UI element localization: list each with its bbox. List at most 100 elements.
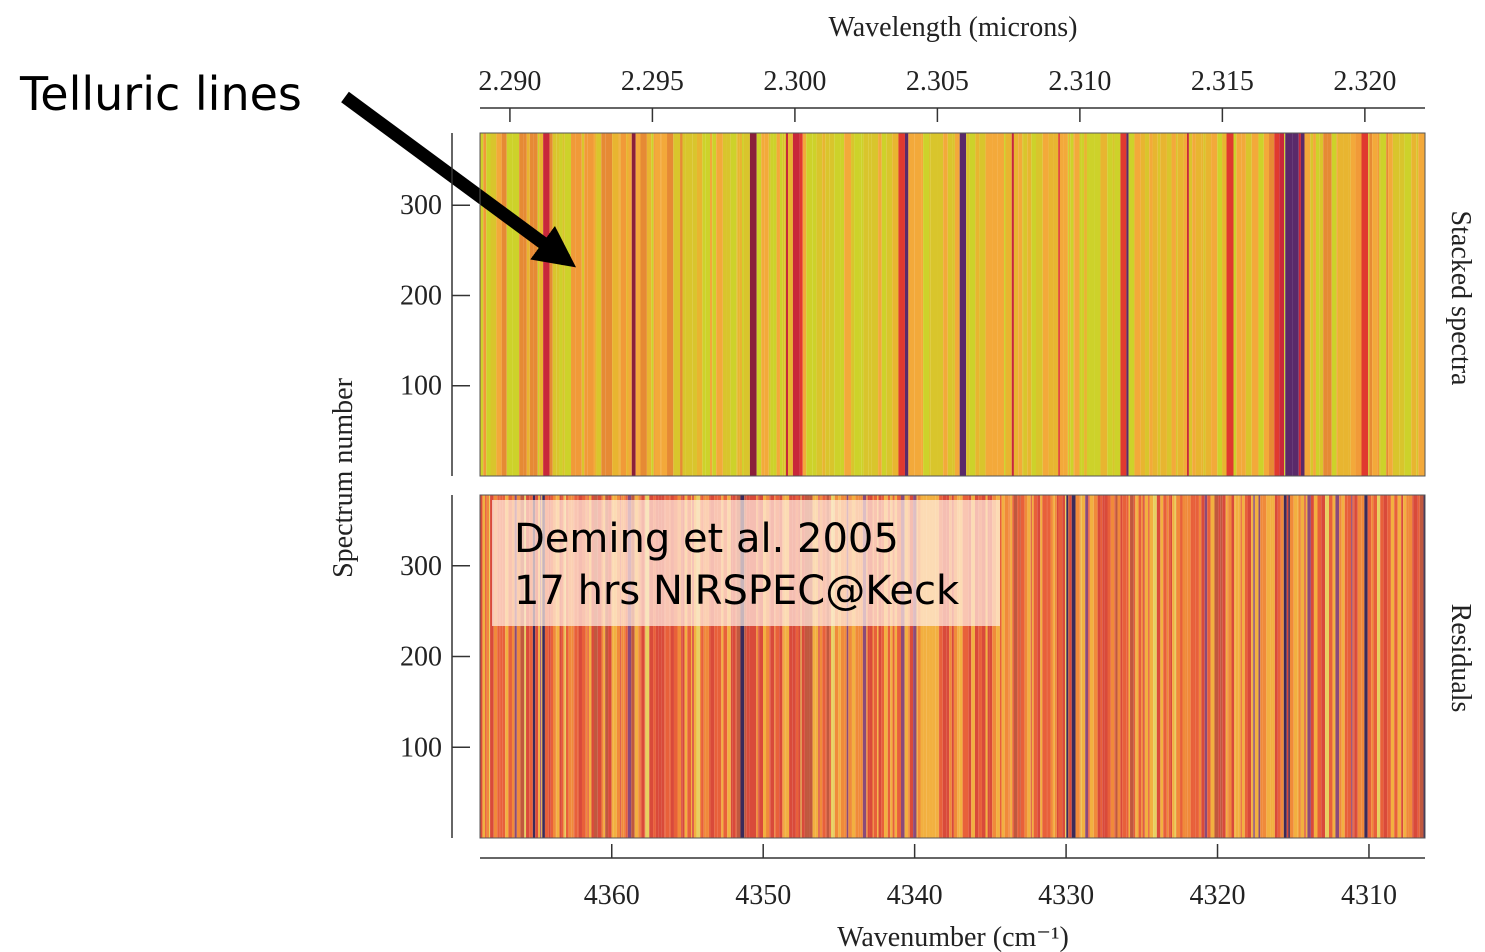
image-stripe — [1172, 495, 1175, 838]
image-stripe — [736, 133, 738, 476]
image-stripe — [914, 133, 922, 476]
image-stripe — [937, 133, 944, 476]
image-stripe — [1353, 495, 1355, 838]
image-stripe — [968, 495, 972, 838]
image-stripe — [721, 495, 724, 838]
x-tick-label: 4360 — [584, 880, 640, 911]
image-stripe — [1217, 133, 1223, 476]
image-stripe — [840, 133, 845, 476]
image-stripe — [969, 133, 976, 476]
image-stripe — [709, 133, 713, 476]
annotation: 17 hrs NIRSPEC@Keck — [514, 568, 960, 614]
image-stripe — [1186, 133, 1189, 476]
image-stripe — [1284, 133, 1286, 476]
image-stripe — [1251, 495, 1254, 838]
image-stripe — [784, 133, 786, 476]
image-stripe — [1233, 133, 1237, 476]
image-stripe — [1262, 495, 1267, 838]
image-stripe — [1009, 495, 1011, 838]
image-stripe — [859, 133, 862, 476]
image-stripe — [861, 133, 864, 476]
image-stripe — [1231, 495, 1235, 838]
image-stripe — [866, 495, 868, 838]
image-stripe — [737, 133, 740, 476]
image-stripe — [1168, 495, 1171, 838]
x-tick-label: 4320 — [1190, 880, 1246, 911]
image-stripe — [680, 133, 683, 476]
image-stripe — [1210, 495, 1215, 838]
image-stripe — [631, 133, 636, 476]
image-stripe — [1183, 133, 1187, 476]
image-stripe — [1403, 495, 1407, 838]
image-stripe — [561, 495, 564, 838]
image-stripe — [483, 133, 487, 476]
image-stripe — [526, 133, 530, 476]
image-stripe — [1339, 495, 1342, 838]
image-stripe — [834, 133, 841, 476]
image-stripe — [1071, 495, 1076, 838]
image-stripe — [1241, 133, 1246, 476]
image-stripe — [1093, 495, 1098, 838]
y-tick-label: 100 — [400, 371, 442, 402]
image-stripe — [979, 133, 986, 476]
image-stripe — [696, 495, 700, 838]
image-stripe — [768, 133, 771, 476]
image-stripe — [798, 495, 801, 838]
image-stripe — [485, 495, 487, 838]
image-stripe — [691, 495, 693, 838]
image-stripe — [904, 495, 909, 838]
image-stripe — [830, 495, 833, 838]
image-stripe — [626, 133, 629, 476]
image-stripe — [1122, 495, 1124, 838]
image-stripe — [872, 495, 874, 838]
image-stripe — [552, 133, 557, 476]
image-stripe — [766, 495, 770, 838]
image-stripe — [1310, 133, 1314, 476]
image-stripe — [825, 495, 827, 838]
image-stripe — [553, 495, 556, 838]
image-stripe — [916, 495, 918, 838]
image-stripe — [860, 495, 863, 838]
image-stripe — [1117, 495, 1121, 838]
y-tick-label: 300 — [400, 551, 442, 582]
image-stripe — [496, 133, 502, 476]
image-stripe — [799, 133, 803, 476]
image-stripe — [1413, 495, 1415, 838]
image-stripe — [920, 495, 924, 838]
image-stripe — [1401, 495, 1404, 838]
image-stripe — [775, 495, 780, 838]
image-stripe — [559, 495, 562, 838]
image-stripe — [886, 133, 893, 476]
image-stripe — [1304, 133, 1311, 476]
image-stripe — [989, 495, 993, 838]
image-stripe — [1144, 495, 1149, 838]
image-stripe — [1404, 133, 1412, 476]
image-stripe — [499, 495, 501, 838]
image-stripe — [1020, 495, 1025, 838]
image-stripe — [744, 495, 747, 838]
image-stripe — [851, 495, 856, 838]
image-stripe — [505, 495, 509, 838]
image-stripe — [1390, 495, 1395, 838]
image-stripe — [1245, 133, 1252, 476]
image-stripe — [923, 495, 927, 838]
image-stripe — [951, 495, 954, 838]
image-stripe — [621, 495, 624, 838]
image-stripe — [653, 495, 656, 838]
image-stripe — [1048, 133, 1054, 476]
image-stripe — [981, 495, 986, 838]
image-stripe — [1341, 495, 1345, 838]
image-stripe — [1027, 133, 1032, 476]
image-stripe — [1319, 133, 1324, 476]
image-stripe — [563, 495, 565, 838]
image-stripe — [497, 495, 500, 838]
image-stripe — [1369, 133, 1373, 476]
bottom-axis-label: Wavenumber (cm⁻¹) — [837, 922, 1069, 952]
image-stripe — [763, 495, 767, 838]
image-stripe — [1100, 133, 1108, 476]
image-stripe — [954, 133, 960, 476]
image-stripe — [1037, 495, 1041, 838]
image-stripe — [1331, 133, 1337, 476]
image-stripe — [559, 133, 563, 476]
